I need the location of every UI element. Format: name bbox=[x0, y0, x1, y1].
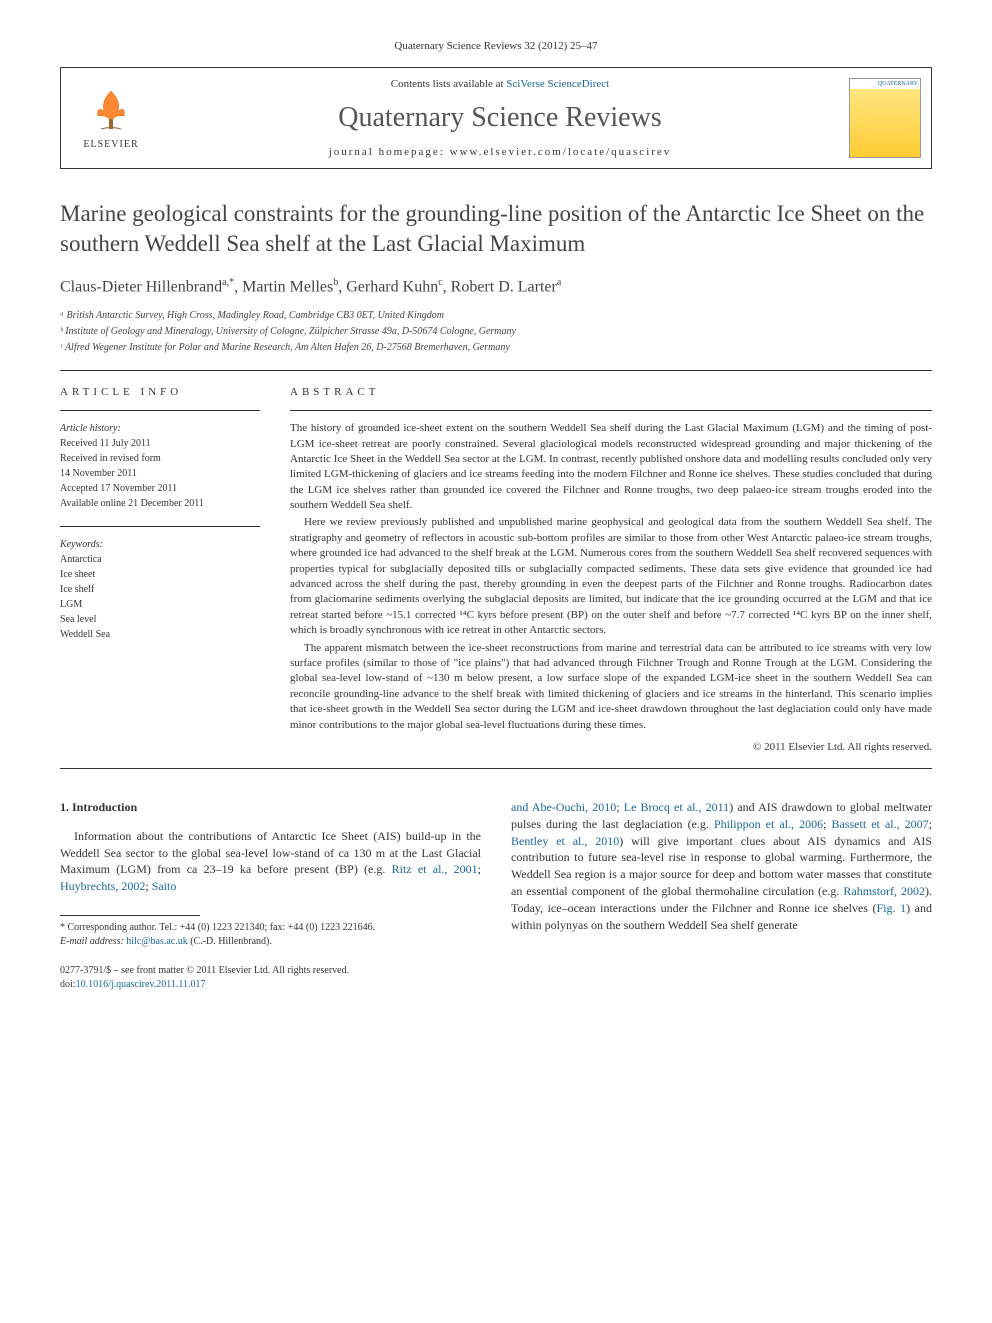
history-line: Available online 21 December 2011 bbox=[60, 496, 260, 511]
doi-label: doi: bbox=[60, 979, 76, 990]
keyword: Ice sheet bbox=[60, 567, 260, 582]
history-label: Article history: bbox=[60, 421, 260, 436]
bottom-publication-info: 0277-3791/$ – see front matter © 2011 El… bbox=[60, 964, 932, 992]
body-paragraph: and Abe-Ouchi, 2010; Le Brocq et al., 20… bbox=[511, 799, 932, 933]
separator bbox=[60, 526, 260, 527]
citation-line: Quaternary Science Reviews 32 (2012) 25–… bbox=[60, 40, 932, 52]
separator bbox=[60, 768, 932, 769]
article-title: Marine geological constraints for the gr… bbox=[60, 199, 932, 259]
citation-link[interactable]: Bentley et al., 2010 bbox=[511, 834, 619, 848]
keyword: Ice shelf bbox=[60, 582, 260, 597]
homepage-line: journal homepage: www.elsevier.com/locat… bbox=[161, 146, 839, 158]
separator bbox=[60, 410, 260, 411]
citation-link[interactable]: and Abe-Ouchi, 2010 bbox=[511, 800, 616, 814]
cover-image bbox=[850, 89, 920, 157]
separator bbox=[290, 410, 932, 411]
email-label: E-mail address: bbox=[60, 936, 126, 947]
elsevier-label: ELSEVIER bbox=[83, 139, 138, 150]
article-info-column: ARTICLE INFO Article history: Received 1… bbox=[60, 386, 260, 753]
citation-link[interactable]: Huybrechts, 2002 bbox=[60, 879, 145, 893]
journal-header-box: ELSEVIER Contents lists available at Sci… bbox=[60, 67, 932, 169]
citation-link[interactable]: Le Brocq et al., 2011 bbox=[624, 800, 729, 814]
history-line: 14 November 2011 bbox=[60, 466, 260, 481]
citation-link[interactable]: Saito bbox=[152, 879, 177, 893]
journal-name: Quaternary Science Reviews bbox=[161, 102, 839, 134]
sciencedirect-link[interactable]: SciVerse ScienceDirect bbox=[506, 78, 609, 90]
body-paragraph: Information about the contributions of A… bbox=[60, 828, 481, 895]
contents-line: Contents lists available at SciVerse Sci… bbox=[161, 78, 839, 90]
header-center: Contents lists available at SciVerse Sci… bbox=[161, 68, 839, 168]
contents-prefix: Contents lists available at bbox=[391, 78, 506, 90]
history-line: Accepted 17 November 2011 bbox=[60, 481, 260, 496]
affiliation-line: ᵇ Institute of Geology and Mineralogy, U… bbox=[60, 324, 932, 339]
citation-link[interactable]: Rahmstorf, 2002 bbox=[843, 884, 925, 898]
citation-link[interactable]: Philippon et al., 2006 bbox=[714, 817, 823, 831]
keyword: Antarctica bbox=[60, 552, 260, 567]
history-line: Received 11 July 2011 bbox=[60, 436, 260, 451]
abstract-paragraph: The apparent mismatch between the ice-sh… bbox=[290, 641, 932, 733]
doi-link[interactable]: 10.1016/j.quascirev.2011.11.017 bbox=[76, 979, 206, 990]
footnotes: * Corresponding author. Tel.: +44 (0) 12… bbox=[60, 921, 481, 949]
abstract-paragraph: The history of grounded ice-sheet extent… bbox=[290, 421, 932, 513]
section-heading: 1. Introduction bbox=[60, 799, 481, 816]
citation-link[interactable]: Ritz et al., 2001 bbox=[392, 862, 478, 876]
elsevier-tree-icon bbox=[86, 86, 136, 136]
keywords-label: Keywords: bbox=[60, 537, 260, 552]
homepage-url: www.elsevier.com/locate/quascirev bbox=[450, 146, 672, 158]
homepage-prefix: journal homepage: bbox=[329, 146, 450, 158]
citation-link[interactable]: Bassett et al., 2007 bbox=[832, 817, 929, 831]
affiliations: ᵃ British Antarctic Survey, High Cross, … bbox=[60, 308, 932, 355]
body-column-right: and Abe-Ouchi, 2010; Le Brocq et al., 20… bbox=[511, 799, 932, 949]
affiliation-line: ᶜ Alfred Wegener Institute for Polar and… bbox=[60, 340, 932, 355]
keyword: Sea level bbox=[60, 612, 260, 627]
body-columns: 1. Introduction Information about the co… bbox=[60, 799, 932, 949]
corresponding-author: * Corresponding author. Tel.: +44 (0) 12… bbox=[60, 921, 481, 935]
doi-line: doi:10.1016/j.quascirev.2011.11.017 bbox=[60, 978, 932, 992]
email-line: E-mail address: hilc@bas.ac.uk (C.-D. Hi… bbox=[60, 935, 481, 949]
author-list: Claus-Dieter Hillenbranda,*, Martin Mell… bbox=[60, 277, 932, 296]
email-link[interactable]: hilc@bas.ac.uk bbox=[126, 936, 187, 947]
history-line: Received in revised form bbox=[60, 451, 260, 466]
cover-thumbnail: QUATERNARY bbox=[849, 78, 921, 158]
abstract-paragraph: Here we review previously published and … bbox=[290, 515, 932, 638]
figure-link[interactable]: Fig. 1 bbox=[877, 901, 907, 915]
issn-line: 0277-3791/$ – see front matter © 2011 El… bbox=[60, 964, 932, 978]
article-info-header: ARTICLE INFO bbox=[60, 386, 260, 398]
body-column-left: 1. Introduction Information about the co… bbox=[60, 799, 481, 949]
elsevier-logo: ELSEVIER bbox=[61, 68, 161, 168]
email-suffix: (C.-D. Hillenbrand). bbox=[188, 936, 272, 947]
footnote-separator bbox=[60, 915, 200, 916]
affiliation-line: ᵃ British Antarctic Survey, High Cross, … bbox=[60, 308, 932, 323]
abstract-column: ABSTRACT The history of grounded ice-she… bbox=[290, 386, 932, 753]
keyword: LGM bbox=[60, 597, 260, 612]
cover-label: QUATERNARY bbox=[850, 79, 920, 89]
keyword: Weddell Sea bbox=[60, 627, 260, 642]
copyright-line: © 2011 Elsevier Ltd. All rights reserved… bbox=[290, 741, 932, 753]
abstract-header: ABSTRACT bbox=[290, 386, 932, 398]
